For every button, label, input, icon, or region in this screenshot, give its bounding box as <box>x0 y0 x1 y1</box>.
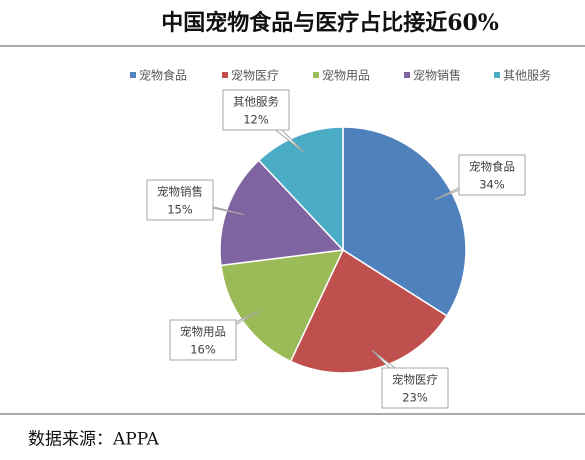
legend-swatch <box>313 72 319 78</box>
legend-swatch <box>222 72 228 78</box>
chart-title: 中国宠物食品与医疗占比接近60% <box>161 10 499 36</box>
legend-swatch <box>130 72 136 78</box>
legend-label: 其他服务 <box>503 68 551 83</box>
data-label-value: 12% <box>243 113 269 127</box>
data-label-value: 16% <box>190 343 216 357</box>
legend-swatch <box>494 72 500 78</box>
legend-swatch <box>404 72 410 78</box>
data-label-value: 23% <box>402 391 428 405</box>
pie-slice <box>219 159 345 267</box>
legend-label: 宠物医疗 <box>231 68 279 83</box>
data-label-name: 宠物食品 <box>469 160 515 174</box>
pie-slice <box>289 248 448 374</box>
legend-label: 宠物食品 <box>139 68 187 83</box>
callout-box <box>169 319 237 361</box>
callout-box <box>146 179 214 221</box>
callout-box <box>458 154 526 196</box>
data-label-name: 宠物销售 <box>157 185 203 199</box>
data-label-value: 15% <box>167 203 193 217</box>
pie-slice <box>220 249 345 363</box>
data-label-name: 其他服务 <box>233 95 279 109</box>
callout-box <box>381 367 449 409</box>
source: 数据来源：APPA <box>28 430 160 450</box>
callout-box <box>222 89 290 131</box>
pie-slice <box>257 126 344 252</box>
legend-label: 宠物销售 <box>413 68 461 83</box>
legend-label: 宠物用品 <box>322 68 370 83</box>
data-label-name: 宠物医疗 <box>392 373 438 387</box>
data-label-value: 34% <box>479 178 505 192</box>
data-label-name: 宠物用品 <box>180 325 226 339</box>
